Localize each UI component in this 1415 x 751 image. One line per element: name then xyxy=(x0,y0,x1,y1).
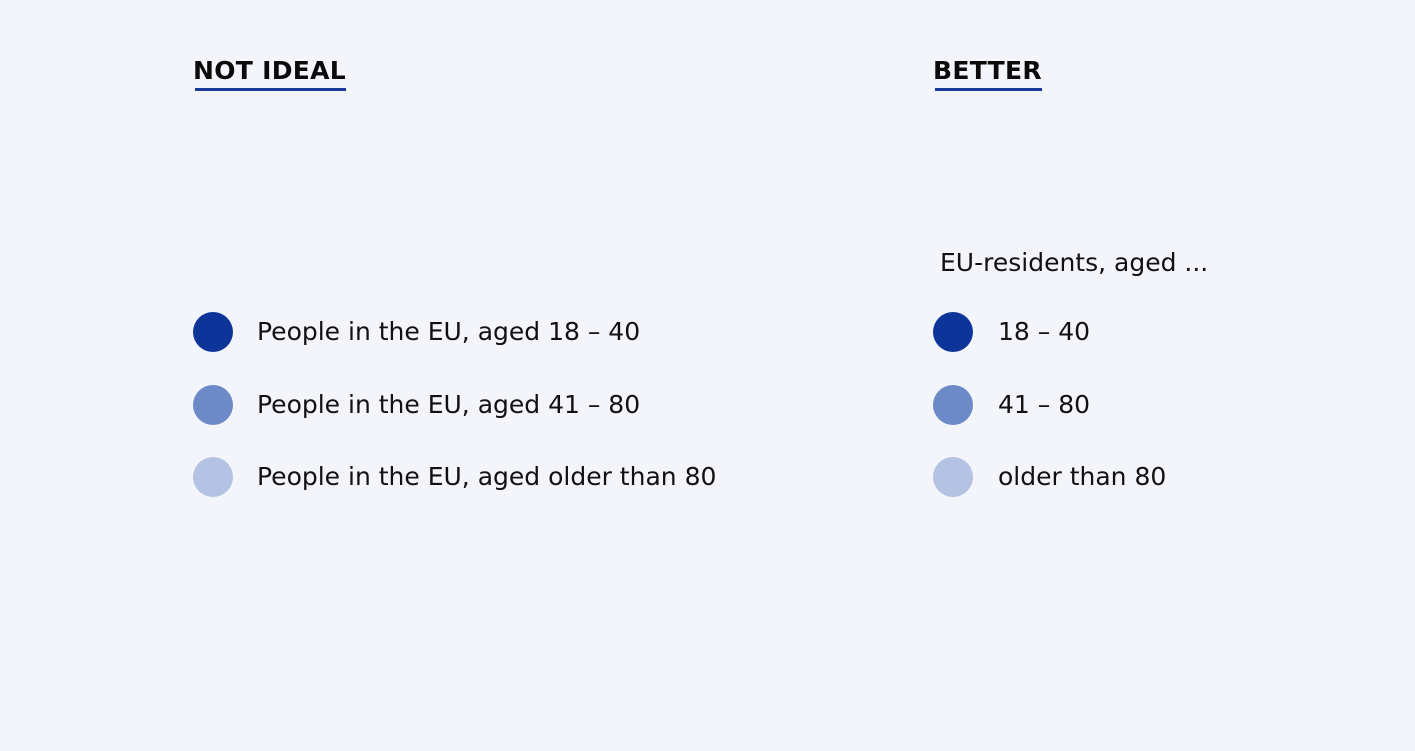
legend-swatch-circle xyxy=(193,457,233,497)
not-ideal-heading: NOT IDEAL xyxy=(193,56,347,91)
legend-label: People in the EU, aged 18 – 40 xyxy=(257,317,641,346)
legend-label: 41 – 80 xyxy=(998,390,1091,419)
not-ideal-heading-text: NOT IDEAL xyxy=(193,56,347,85)
legend-label: 18 – 40 xyxy=(998,317,1091,346)
legend-label: People in the EU, aged older than 80 xyxy=(257,462,717,491)
legend-label: older than 80 xyxy=(998,462,1167,491)
legend-swatch-circle xyxy=(933,385,973,425)
better-heading: BETTER xyxy=(933,56,1042,91)
better-heading-text: BETTER xyxy=(933,56,1042,85)
legend-title: EU-residents, aged ... xyxy=(940,248,1209,277)
legend-swatch-circle xyxy=(193,385,233,425)
legend-label: People in the EU, aged 41 – 80 xyxy=(257,390,641,419)
heading-underline xyxy=(195,88,347,91)
heading-underline xyxy=(935,88,1042,91)
legend-swatch-circle xyxy=(933,312,973,352)
legend-swatch-circle xyxy=(193,312,233,352)
legend-swatch-circle xyxy=(933,457,973,497)
